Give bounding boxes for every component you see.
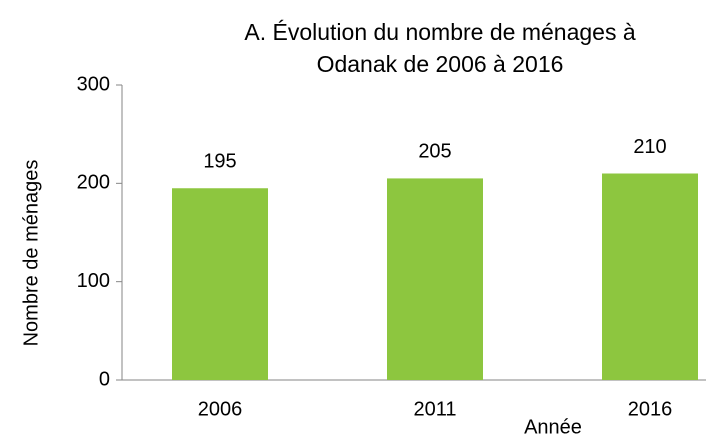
bar	[387, 178, 483, 380]
data-label: 205	[418, 141, 451, 163]
data-label: 195	[203, 151, 236, 173]
y-tick-label: 0	[99, 368, 110, 390]
chart-title: A. Évolution du nombre de ménages à	[244, 19, 635, 45]
x-tick-label: 2016	[628, 398, 673, 420]
chart-title: Odanak de 2006 à 2016	[317, 51, 564, 77]
x-tick-label: 2011	[413, 398, 456, 420]
x-axis-label: Année	[524, 416, 582, 438]
y-tick-label: 100	[77, 270, 110, 292]
y-tick-label: 200	[77, 172, 110, 194]
data-label: 210	[633, 136, 666, 158]
x-tick-label: 2006	[198, 398, 243, 420]
y-tick-label: 300	[77, 73, 110, 95]
bar	[172, 188, 268, 380]
y-axis-label: Nombre de ménages	[20, 160, 42, 347]
bar	[602, 173, 698, 380]
